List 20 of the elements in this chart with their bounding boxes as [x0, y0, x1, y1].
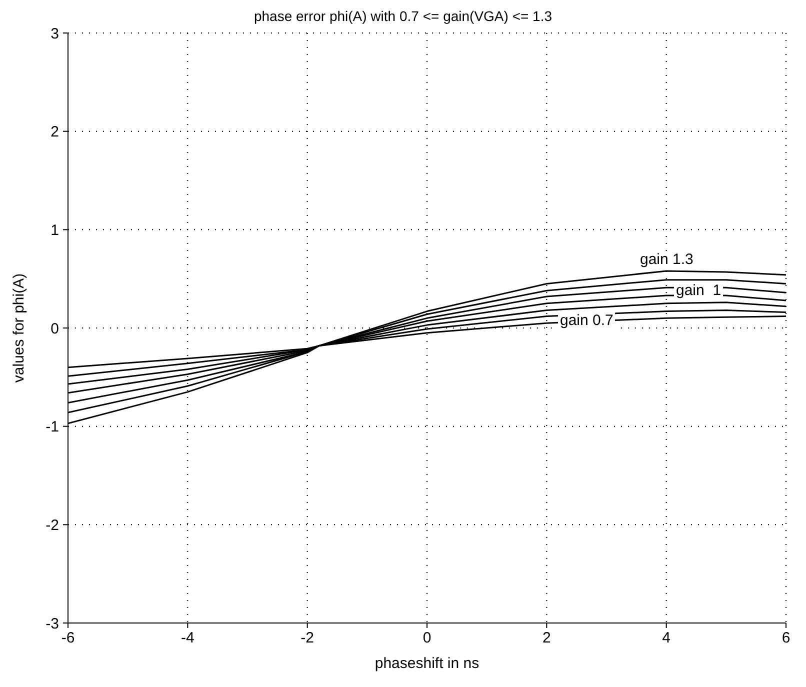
- y-tick-label: 0: [50, 320, 59, 338]
- x-tick-label: 6: [782, 630, 790, 647]
- y-tick-label: -2: [46, 516, 59, 534]
- y-tick-label: 3: [50, 25, 59, 42]
- annotation: gain 0.7: [558, 312, 616, 329]
- annotation: gain 1: [674, 282, 724, 299]
- x-tick-label: -2: [300, 630, 314, 647]
- y-tick-label: -1: [46, 418, 59, 436]
- x-tick-label: -6: [61, 630, 75, 647]
- chart-title: phase error phi(A) with 0.7 <= gain(VGA) <= 1.3: [254, 8, 552, 24]
- y-tick-label: -3: [46, 615, 59, 632]
- y-tick-label: 2: [50, 124, 59, 141]
- x-axis-title: phaseshift in ns: [374, 655, 480, 672]
- y-axis-title: values for phi(A): [10, 273, 28, 383]
- x-tick-label: 0: [422, 630, 432, 647]
- x-tick-label: -4: [180, 630, 194, 647]
- y-tick-label: 1: [50, 222, 59, 239]
- x-tick-label: 2: [542, 630, 551, 647]
- x-tick-label: 4: [662, 630, 671, 647]
- annotation: gain 1.3: [638, 251, 696, 268]
